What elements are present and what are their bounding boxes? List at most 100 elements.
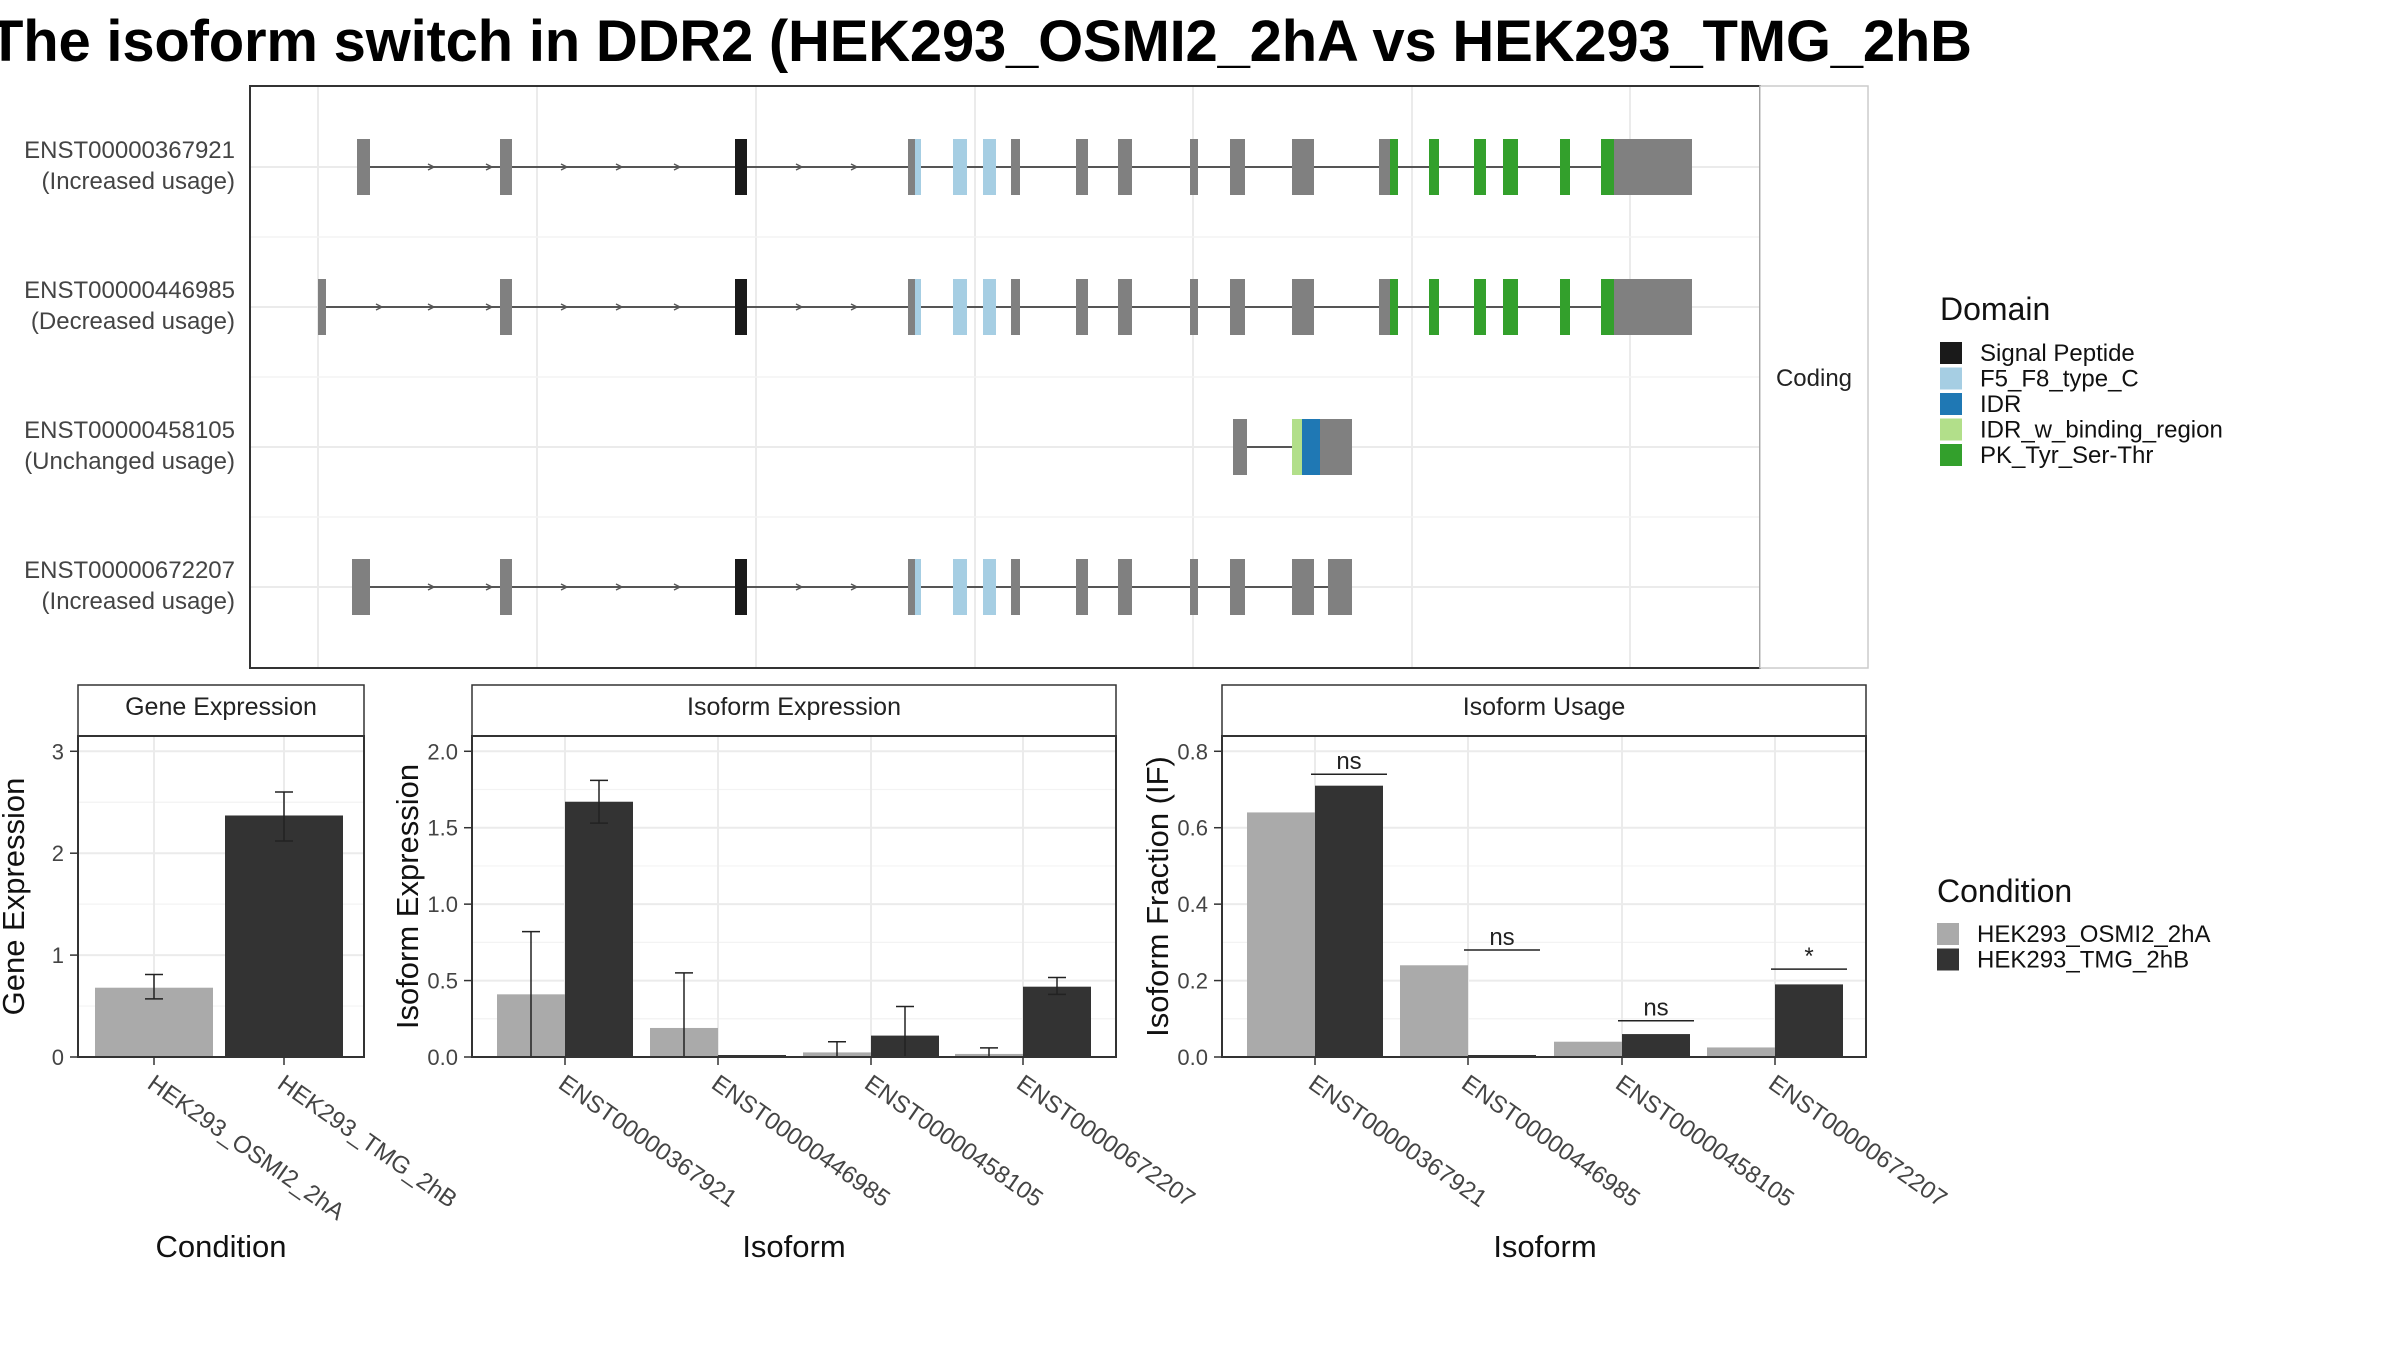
domain-block bbox=[1474, 139, 1486, 195]
x-axis-title: Isoform bbox=[742, 1229, 845, 1264]
y-axis-title: Isoform Expression bbox=[390, 764, 425, 1029]
strand-arrow bbox=[795, 303, 804, 311]
strand-arrow bbox=[560, 163, 569, 171]
isoform-expression-panel: Isoform Expression0.00.51.01.52.0ENST000… bbox=[390, 684, 1200, 1264]
bar bbox=[1775, 984, 1843, 1057]
condition-legend-label: HEK293_OSMI2_2hA bbox=[1977, 921, 2210, 948]
panel-strip bbox=[1221, 684, 1867, 737]
y-tick-label: 0.2 bbox=[1177, 969, 1208, 994]
domain-block bbox=[953, 139, 967, 195]
exon-block bbox=[1230, 139, 1245, 195]
y-tick-label: 0.8 bbox=[1177, 739, 1208, 764]
x-axis-title: Isoform bbox=[1493, 1229, 1596, 1264]
exon-block bbox=[500, 139, 512, 195]
domain-block bbox=[915, 559, 921, 615]
strand-arrow bbox=[427, 583, 436, 591]
strand-arrow bbox=[485, 303, 494, 311]
domain-legend-swatch bbox=[1940, 367, 1962, 390]
exon-block bbox=[1190, 279, 1198, 335]
bar bbox=[1400, 965, 1468, 1057]
y-tick-label: 0.5 bbox=[427, 969, 458, 994]
exon-block bbox=[1118, 279, 1132, 335]
strand-arrow bbox=[673, 163, 682, 171]
y-axis-title: Isoform Fraction (IF) bbox=[1140, 756, 1175, 1037]
panel-strip bbox=[77, 684, 365, 737]
exon-block bbox=[1076, 139, 1088, 195]
bar bbox=[1622, 1034, 1690, 1057]
strand-arrow bbox=[560, 303, 569, 311]
domain-block bbox=[1503, 139, 1518, 195]
strand-arrow bbox=[850, 303, 859, 311]
y-axis-title: Gene Expression bbox=[0, 778, 31, 1016]
strand-arrow bbox=[615, 303, 624, 311]
exon-block bbox=[908, 139, 915, 195]
domain-block bbox=[1302, 419, 1306, 475]
facet-label: Coding bbox=[1776, 365, 1852, 392]
domain-block bbox=[1390, 139, 1398, 195]
transcript-usage-label: (Decreased usage) bbox=[31, 308, 235, 335]
condition-legend-title: Condition bbox=[1937, 873, 2072, 909]
domain-block bbox=[1390, 279, 1398, 335]
domain-legend-swatch bbox=[1940, 444, 1962, 466]
transcript-id-label: ENST00000458105 bbox=[24, 417, 235, 444]
domain-block bbox=[990, 279, 996, 335]
transcript-structure bbox=[1233, 419, 1352, 475]
transcript-id-label: ENST00000446985 bbox=[24, 277, 235, 304]
domain-block bbox=[1503, 279, 1518, 335]
transcript-id-label: ENST00000367921 bbox=[24, 137, 235, 164]
plot-border bbox=[1221, 735, 1867, 1058]
exon-block bbox=[1379, 139, 1390, 195]
domain-block bbox=[1429, 279, 1439, 335]
strand-arrow bbox=[795, 583, 804, 591]
y-tick-label: 0.0 bbox=[1177, 1045, 1208, 1070]
strand-arrow bbox=[427, 163, 436, 171]
domain-block bbox=[742, 139, 747, 195]
x-axis-title: Condition bbox=[156, 1229, 287, 1264]
strand-arrow bbox=[560, 583, 569, 591]
exon-block bbox=[1076, 559, 1088, 615]
y-tick-label: 0.4 bbox=[1177, 892, 1208, 917]
plot-border bbox=[77, 735, 365, 1058]
bar bbox=[1554, 1041, 1622, 1057]
y-tick-label: 0.0 bbox=[427, 1045, 458, 1070]
panel-title: Isoform Usage bbox=[1463, 693, 1626, 721]
panel-strip bbox=[471, 684, 1117, 737]
exon-block bbox=[1292, 279, 1314, 335]
strand-arrow bbox=[427, 303, 436, 311]
exon-block bbox=[352, 559, 370, 615]
strand-arrow bbox=[375, 303, 384, 311]
exon-block bbox=[500, 279, 512, 335]
domain-legend-swatch bbox=[1940, 342, 1962, 364]
domain-block bbox=[735, 559, 742, 615]
domain-block bbox=[1601, 279, 1614, 335]
plot-border bbox=[471, 735, 1117, 1058]
domain-block bbox=[1560, 279, 1570, 335]
exon-block bbox=[357, 139, 370, 195]
exon-block bbox=[1320, 419, 1328, 475]
domain-block bbox=[953, 279, 967, 335]
exon-block bbox=[1233, 435, 1241, 459]
domain-block bbox=[990, 139, 996, 195]
gene-structure-panel: Coding ENST00000367921 (Increased usage) EN… bbox=[24, 85, 1869, 669]
exon-block bbox=[908, 559, 915, 615]
y-tick-label: 1.0 bbox=[427, 892, 458, 917]
exon-block bbox=[318, 279, 326, 335]
domain-block bbox=[983, 139, 990, 195]
domain-legend: Domain Signal PeptideF5_F8_type_CIDRIDR_w… bbox=[1940, 291, 2223, 469]
y-tick-label: 1 bbox=[52, 943, 64, 968]
domain-block bbox=[983, 279, 990, 335]
y-tick-label: 2.0 bbox=[427, 739, 458, 764]
strand-arrow bbox=[850, 583, 859, 591]
transcript-usage-label: (Increased usage) bbox=[42, 588, 235, 615]
exon-block bbox=[1011, 559, 1020, 615]
y-tick-label: 1.5 bbox=[427, 816, 458, 841]
bar bbox=[225, 815, 343, 1057]
transcript-structure bbox=[318, 279, 1692, 335]
exon-block bbox=[500, 559, 512, 615]
domain-block bbox=[1429, 139, 1439, 195]
domain-block bbox=[735, 279, 742, 335]
strand-arrow bbox=[615, 583, 624, 591]
panel-title: Isoform Expression bbox=[687, 693, 901, 721]
